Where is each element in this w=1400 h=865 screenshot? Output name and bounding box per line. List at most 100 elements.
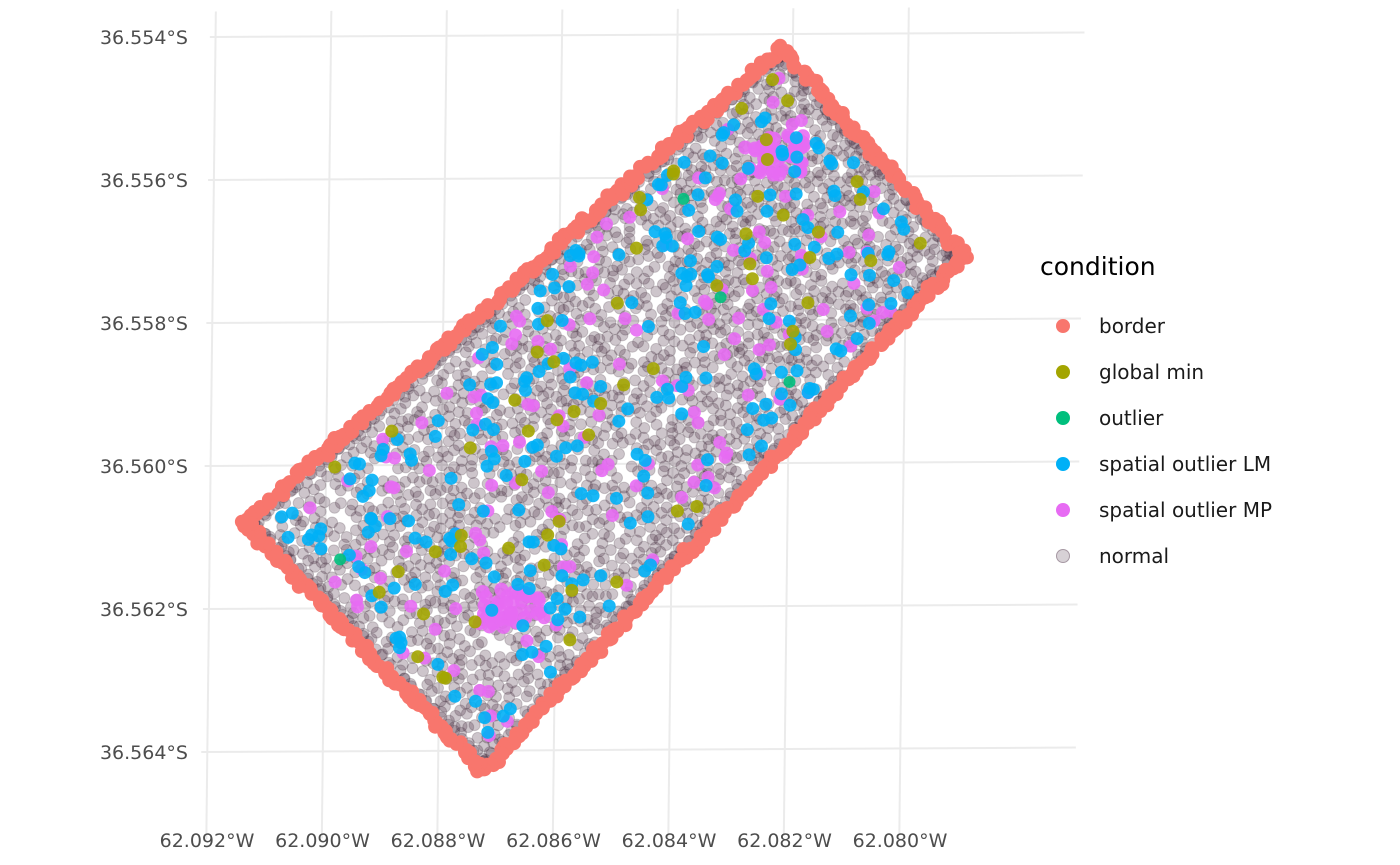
- normal-point: [292, 496, 305, 509]
- point-spatial-outlier-lm: [678, 306, 692, 320]
- point-global-min: [745, 272, 759, 286]
- normal-point: [807, 190, 820, 203]
- point-spatial-outlier-mp: [752, 225, 766, 239]
- legend-key: [1056, 319, 1070, 333]
- normal-point: [653, 251, 666, 264]
- normal-point: [424, 498, 437, 511]
- point-spatial-outlier-lm: [493, 319, 507, 333]
- point-spatial-outlier-mp: [700, 297, 714, 311]
- normal-point: [688, 431, 701, 444]
- normal-point: [444, 425, 457, 438]
- normal-point: [926, 255, 939, 268]
- normal-point: [811, 175, 824, 188]
- normal-point: [463, 513, 476, 526]
- point-spatial-outlier-mp: [592, 408, 606, 422]
- x-gridline: [205, 11, 217, 840]
- point-spatial-outlier-lm: [697, 340, 711, 354]
- point-spatial-outlier-lm: [466, 423, 480, 437]
- normal-point: [611, 284, 624, 297]
- point-spatial-outlier-lm: [602, 599, 616, 613]
- point-spatial-outlier-lm: [844, 268, 858, 282]
- point-spatial-outlier-mp: [842, 245, 856, 259]
- normal-point: [837, 234, 850, 247]
- point-spatial-outlier-lm: [374, 449, 388, 463]
- point-spatial-outlier-lm: [480, 459, 494, 473]
- normal-point: [313, 492, 326, 505]
- normal-point: [723, 418, 736, 431]
- normal-point: [663, 353, 676, 366]
- normal-point: [731, 402, 744, 415]
- normal-point: [657, 202, 670, 215]
- normal-point: [434, 695, 447, 708]
- point-spatial-outlier-mp: [629, 479, 643, 493]
- legend: condition border global min outlier spatial…: [1040, 252, 1272, 579]
- point-outlier: [714, 291, 727, 304]
- normal-point: [817, 216, 830, 229]
- point-spatial-outlier-lm: [749, 367, 763, 381]
- point-spatial-outlier-lm: [759, 397, 773, 411]
- legend-key: [1056, 411, 1070, 425]
- normal-point: [742, 330, 755, 343]
- normal-point: [715, 414, 728, 427]
- normal-point: [742, 349, 755, 362]
- normal-point: [579, 464, 592, 477]
- point-outlier: [783, 375, 796, 388]
- normal-point: [471, 731, 484, 744]
- normal-point: [416, 503, 429, 516]
- legend-item: normal: [1040, 533, 1272, 579]
- normal-point: [531, 668, 544, 681]
- normal-point: [614, 552, 627, 565]
- normal-point: [582, 296, 595, 309]
- point-spatial-outlier-lm: [562, 280, 576, 294]
- point-spatial-outlier-mp: [350, 593, 364, 607]
- point-spatial-outlier-lm: [740, 423, 754, 437]
- normal-point: [422, 445, 435, 458]
- normal-point: [436, 512, 449, 525]
- normal-point: [607, 270, 620, 283]
- normal-point: [680, 444, 693, 457]
- normal-point: [499, 567, 512, 580]
- normal-point: [443, 637, 456, 650]
- point-global-min: [391, 565, 405, 579]
- point-spatial-outlier-mp: [717, 348, 731, 362]
- point-global-min: [468, 615, 482, 629]
- normal-point: [535, 380, 548, 393]
- normal-point: [558, 457, 571, 470]
- normal-point: [673, 422, 686, 435]
- normal-point: [712, 397, 725, 410]
- normal-point: [491, 665, 504, 678]
- normal-point: [604, 316, 617, 329]
- normal-point: [660, 514, 673, 527]
- normal-point: [741, 127, 754, 140]
- point-spatial-outlier-lm: [281, 530, 295, 544]
- normal-point: [731, 360, 744, 373]
- normal-point: [806, 320, 819, 333]
- normal-point: [592, 437, 605, 450]
- point-global-min: [617, 378, 631, 392]
- normal-point: [814, 169, 827, 182]
- normal-point: [660, 526, 673, 539]
- normal-point: [825, 139, 838, 152]
- normal-point: [795, 312, 808, 325]
- normal-point: [516, 342, 529, 355]
- point-global-min: [783, 337, 797, 351]
- point-global-min: [594, 396, 608, 410]
- point-spatial-outlier-lm: [701, 453, 715, 467]
- point-spatial-outlier-lm: [522, 535, 536, 549]
- point-spatial-outlier-lm: [641, 510, 655, 524]
- point-spatial-outlier-lm: [585, 355, 599, 369]
- normal-point: [617, 287, 630, 300]
- point-spatial-outlier-lm: [444, 547, 458, 561]
- normal-point: [655, 451, 668, 464]
- point-spatial-outlier-lm: [343, 472, 357, 486]
- normal-point: [541, 427, 554, 440]
- normal-point: [555, 395, 568, 408]
- normal-point: [618, 481, 631, 494]
- normal-point: [613, 537, 626, 550]
- normal-point: [500, 513, 513, 526]
- point-spatial-outlier-lm: [681, 517, 695, 531]
- point-spatial-outlier-lm: [573, 610, 587, 624]
- normal-point: [606, 437, 619, 450]
- normal-point: [884, 229, 897, 242]
